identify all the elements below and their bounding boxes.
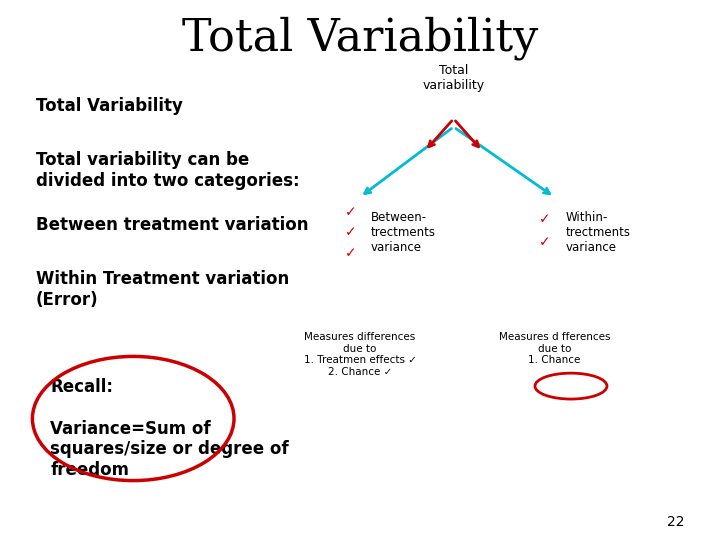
Text: Total variability can be
divided into two categories:: Total variability can be divided into tw… <box>36 151 300 190</box>
Text: Recall:

Variance=Sum of
squares/size or degree of
freedom: Recall: Variance=Sum of squares/size or … <box>50 378 289 479</box>
Text: ✓: ✓ <box>345 225 356 239</box>
Text: ✓: ✓ <box>345 246 356 260</box>
Text: ✓: ✓ <box>345 205 356 219</box>
Text: Between treatment variation: Between treatment variation <box>36 216 308 234</box>
Text: Total
variability: Total variability <box>423 64 485 92</box>
Text: Total Variability: Total Variability <box>36 97 183 115</box>
Text: Within Treatment variation
(Error): Within Treatment variation (Error) <box>36 270 289 309</box>
Text: 22: 22 <box>667 515 684 529</box>
Text: Measures differences
due to
1. Treatmen effects ✓
2. Chance ✓: Measures differences due to 1. Treatmen … <box>304 332 416 377</box>
Text: Within-
trectments
variance: Within- trectments variance <box>565 211 630 254</box>
Text: ✓: ✓ <box>539 235 551 249</box>
Text: Measures d fferences
due to
1. Chance: Measures d fferences due to 1. Chance <box>499 332 610 365</box>
Text: Total Variability: Total Variability <box>182 16 538 59</box>
Text: ✓: ✓ <box>539 212 551 226</box>
Text: Between-
trectments
variance: Between- trectments variance <box>371 211 436 254</box>
